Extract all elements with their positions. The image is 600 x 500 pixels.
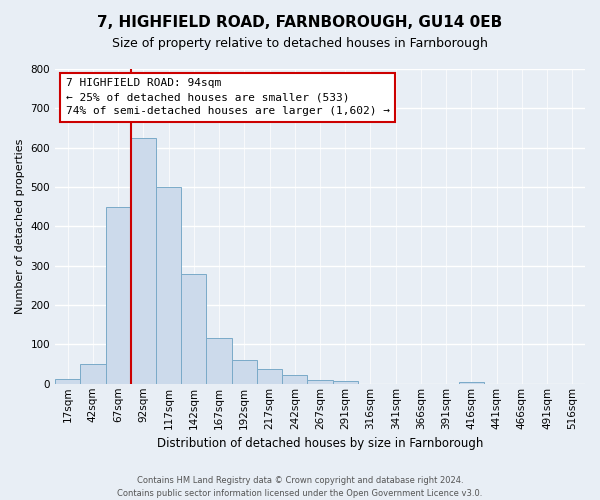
Bar	[257, 369, 282, 384]
Bar	[106, 206, 131, 384]
Bar	[459, 382, 484, 384]
Y-axis label: Number of detached properties: Number of detached properties	[15, 138, 25, 314]
Bar	[156, 187, 181, 384]
Bar	[232, 360, 257, 384]
Bar	[332, 381, 358, 384]
Bar	[282, 374, 307, 384]
Bar	[181, 274, 206, 384]
Bar	[131, 138, 156, 384]
Bar	[307, 380, 332, 384]
Text: Contains HM Land Registry data © Crown copyright and database right 2024.
Contai: Contains HM Land Registry data © Crown c…	[118, 476, 482, 498]
Bar	[206, 338, 232, 384]
Bar	[55, 379, 80, 384]
Text: Size of property relative to detached houses in Farnborough: Size of property relative to detached ho…	[112, 38, 488, 51]
Bar	[80, 364, 106, 384]
Text: 7, HIGHFIELD ROAD, FARNBOROUGH, GU14 0EB: 7, HIGHFIELD ROAD, FARNBOROUGH, GU14 0EB	[97, 15, 503, 30]
Text: 7 HIGHFIELD ROAD: 94sqm
← 25% of detached houses are smaller (533)
74% of semi-d: 7 HIGHFIELD ROAD: 94sqm ← 25% of detache…	[65, 78, 389, 116]
X-axis label: Distribution of detached houses by size in Farnborough: Distribution of detached houses by size …	[157, 437, 483, 450]
